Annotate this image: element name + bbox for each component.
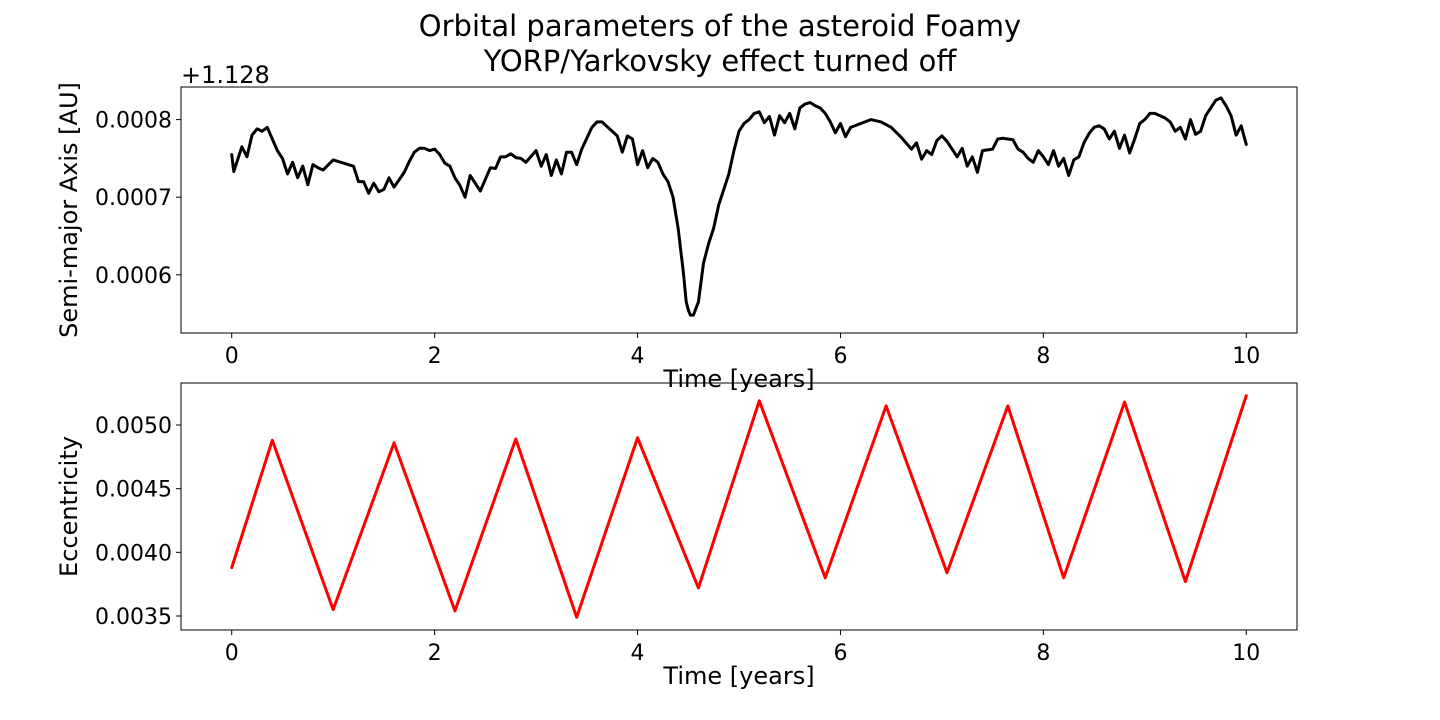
y-tick-label: 0.0008 xyxy=(95,109,172,134)
figure-title-line-2: YORP/Yarkovsky effect turned off xyxy=(483,44,958,78)
axes-frame xyxy=(180,382,1298,631)
x-axis-label: Time [years] xyxy=(662,662,814,690)
x-tick-label: 10 xyxy=(1232,344,1260,369)
series-line xyxy=(230,96,1248,317)
x-tick-label: 4 xyxy=(631,344,645,369)
y-tick-label: 0.0006 xyxy=(95,264,172,289)
x-tick-label: 8 xyxy=(1036,344,1050,369)
x-tick-label: 2 xyxy=(428,641,442,666)
y-tick-label: 0.0035 xyxy=(95,605,172,630)
y-tick-label: 0.0040 xyxy=(95,541,172,566)
y-axis-label: Semi-major Axis [AU] xyxy=(55,82,83,338)
figure-title-line-1: Orbital parameters of the asteroid Foamy xyxy=(419,9,1021,43)
y-tick-label: 0.0050 xyxy=(95,414,172,439)
x-tick-label: 6 xyxy=(833,641,847,666)
x-tick-label: 10 xyxy=(1232,641,1260,666)
x-tick-label: 2 xyxy=(428,344,442,369)
y-axis-offset-label: +1.128 xyxy=(181,61,270,89)
semi-major-axis-plot: 0 2 4 6 8 10 0.0006 0.0007 0.0008 +1.128 Time [yea… xyxy=(55,61,1298,393)
x-tick-label: 4 xyxy=(631,641,645,666)
x-axis-label: Time [years] xyxy=(662,365,814,393)
x-tick-label: 6 xyxy=(833,344,847,369)
axes-frame xyxy=(180,86,1298,334)
y-axis-label: Eccentricity xyxy=(55,436,83,577)
y-tick-label: 0.0045 xyxy=(95,478,172,503)
x-tick-label: 0 xyxy=(225,344,239,369)
series-line xyxy=(230,394,1248,619)
x-tick-label: 8 xyxy=(1036,641,1050,666)
y-tick-label: 0.0007 xyxy=(95,186,172,211)
eccentricity-plot: 0 2 4 6 8 10 0.0035 0.0040 0.0045 0.0050 Time [yea… xyxy=(55,382,1298,690)
x-tick-label: 0 xyxy=(225,641,239,666)
